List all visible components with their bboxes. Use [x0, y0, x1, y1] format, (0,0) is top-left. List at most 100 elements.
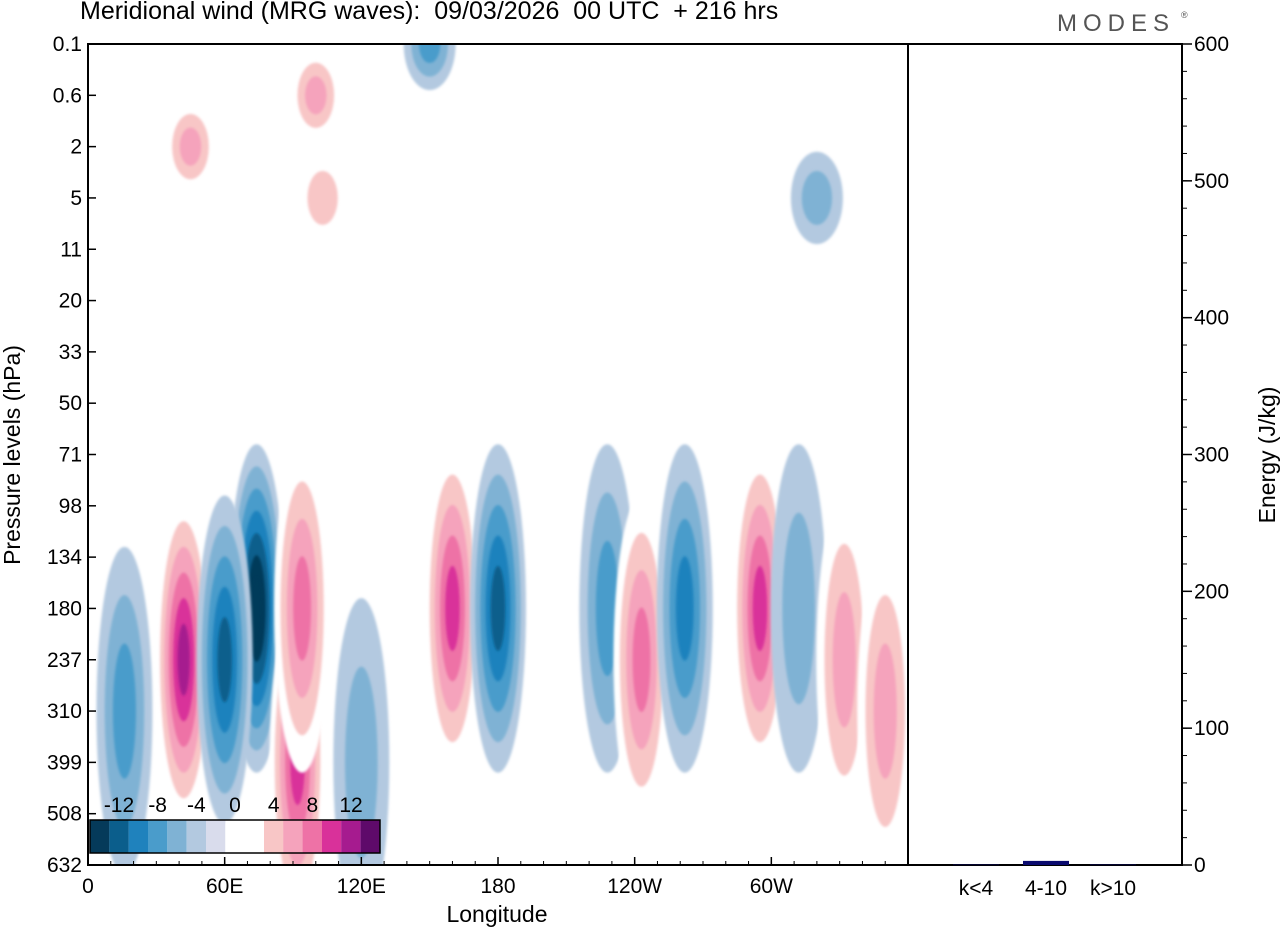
y-tick-label: 0.1	[53, 33, 82, 56]
y-tick-label: 0.6	[53, 84, 82, 107]
heatmap-contour	[832, 592, 856, 728]
energy-tick-label: 600	[1194, 33, 1229, 56]
energy-panel-frame	[907, 43, 1183, 866]
heatmap-cell	[470, 444, 526, 773]
colorbar-label: -8	[148, 794, 167, 817]
colorbar-label: -4	[187, 794, 206, 817]
energy-bar	[953, 864, 999, 866]
colorbar-label: 4	[268, 794, 280, 817]
y-tick-label: 134	[47, 546, 82, 569]
heatmap-contour	[873, 643, 897, 779]
heatmap-cell	[296, 151, 349, 245]
energy-bar	[1023, 860, 1069, 865]
x-tick-label: 60E	[206, 875, 243, 898]
heatmap-contour	[307, 170, 338, 225]
heatmap-cell	[656, 444, 713, 773]
heatmap-field	[96, 44, 908, 865]
x-tick-label: 0	[82, 875, 94, 898]
heatmap-cell	[155, 495, 212, 824]
colorbar-swatch	[225, 820, 245, 853]
heatmap-cell	[392, 254, 445, 347]
heatmap-contour	[632, 607, 651, 712]
heatmap-cell	[96, 546, 153, 865]
heatmap-cell	[770, 444, 827, 773]
heatmap-contour	[251, 577, 262, 640]
heatmap-contour	[112, 643, 136, 779]
y-tick-label: 508	[47, 803, 82, 826]
heatmap-contour	[345, 666, 378, 859]
heatmap-cell	[164, 100, 217, 193]
colorbar-swatch	[90, 820, 110, 853]
x-tick-label: 180	[480, 875, 515, 898]
colorbar-swatch	[109, 820, 129, 853]
heatmap-contour	[179, 127, 202, 166]
heatmap-contour	[782, 512, 816, 705]
energy-tick-label: 300	[1194, 444, 1229, 467]
y-tick-label: 632	[47, 854, 82, 877]
x-tick-label: 60W	[750, 875, 793, 898]
y-tick-label: 237	[47, 649, 82, 672]
colorbar-swatch	[186, 820, 206, 853]
heatmap-cell	[333, 598, 390, 865]
heatmap-contour	[418, 44, 441, 64]
energy-tick-label: 500	[1194, 170, 1229, 193]
heatmap-cell	[613, 495, 670, 824]
energy-bar-label: 4-10	[1025, 877, 1067, 900]
x-axis-title: Longitude	[446, 901, 547, 927]
energy-bar-label: k<4	[959, 877, 994, 900]
heatmap-cell	[196, 495, 253, 824]
y-tick-label: 98	[59, 495, 82, 518]
y-tick-label: 2	[70, 136, 82, 159]
colorbar-swatch	[167, 820, 187, 853]
energy-tick-label: 200	[1194, 580, 1229, 603]
colorbar-swatch	[283, 820, 303, 853]
logo-registered-mark: ®	[1181, 10, 1188, 20]
heatmap-cell	[403, 44, 456, 91]
y-tick-label: 71	[59, 444, 82, 467]
colorbar-swatch	[244, 820, 264, 853]
energy-bar-label: k>10	[1090, 877, 1136, 900]
x-tick-label: 120E	[337, 875, 386, 898]
heatmap-cell	[424, 444, 481, 773]
energy-tick-label: 100	[1194, 717, 1229, 740]
colorbar-swatch	[206, 820, 226, 853]
heatmap-contour	[392, 254, 445, 347]
y-tick-label: 5	[70, 187, 82, 210]
heatmap-contour	[490, 565, 506, 652]
heatmap-cell	[857, 546, 908, 865]
energy-tick-label: 0	[1194, 854, 1206, 877]
colorbar-swatch	[302, 820, 322, 853]
colorbar-swatch	[264, 820, 284, 853]
colorbar-swatch	[360, 820, 380, 853]
colorbar-swatch	[128, 820, 148, 853]
energy-bar	[1090, 864, 1136, 866]
heatmap-contour	[675, 556, 694, 661]
heatmap-cell	[289, 49, 342, 142]
heatmap-contour	[801, 170, 833, 225]
y-axis-title: Pressure levels (hPa)	[0, 345, 25, 565]
heatmap-contour	[217, 617, 232, 703]
colorbar-swatch	[148, 820, 168, 853]
x-tick-label: 120W	[607, 875, 662, 898]
modes-logo: MODES	[1057, 10, 1176, 37]
energy-axis-title: Energy (J/kg)	[1254, 387, 1280, 524]
heatmap-cell	[790, 151, 843, 245]
y-tick-label: 11	[60, 238, 82, 261]
colorbar-label: -12	[104, 794, 134, 817]
colorbar-frame	[89, 819, 381, 854]
colorbar-label: 8	[306, 794, 318, 817]
colorbar-swatch	[341, 820, 361, 853]
chart-title: Meridional wind (MRG waves): 09/03/2026 …	[80, 0, 779, 25]
colorbar-label: 12	[339, 794, 362, 817]
colorbar-swatch	[322, 820, 342, 853]
energy-tick-label: 400	[1194, 307, 1229, 330]
heatmap-cell	[731, 444, 788, 773]
colorbar-label: 0	[229, 794, 241, 817]
y-tick-label: 180	[47, 597, 82, 620]
y-tick-label: 310	[47, 700, 82, 723]
y-tick-label: 33	[59, 341, 82, 364]
heatmap-contour	[177, 623, 190, 696]
heatmap-contour	[305, 76, 327, 115]
y-tick-label: 399	[47, 751, 82, 774]
